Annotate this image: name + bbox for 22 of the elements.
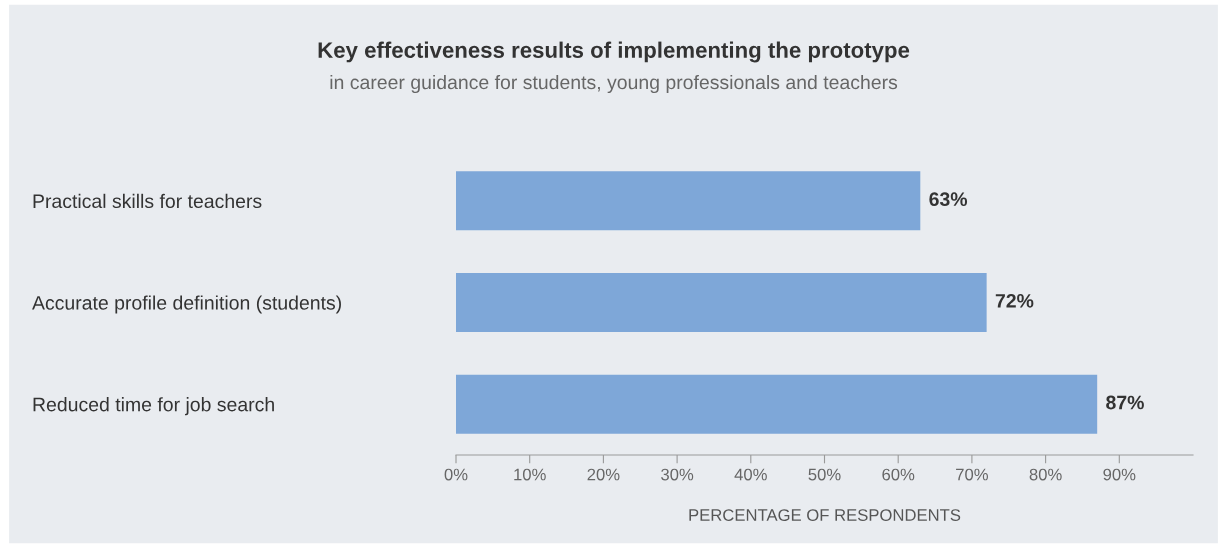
- x-tick-label: 90%: [1103, 468, 1136, 481]
- data-label: 72%: [995, 293, 1034, 308]
- x-tick-label: 40%: [734, 468, 767, 481]
- x-axis-title: PERCENTAGE OF RESPONDENTS: [689, 509, 961, 521]
- x-tick-label: 50%: [808, 468, 841, 481]
- y-tick-label: Practical skills for teachers: [33, 193, 262, 209]
- chart-title: Key effectiveness results of implementing the prototype: [318, 41, 910, 63]
- y-tick-label: Reduced time for job search: [33, 397, 274, 416]
- x-tick-label: 10%: [514, 468, 546, 481]
- x-tick-label: 60%: [882, 468, 915, 481]
- bar: [456, 273, 987, 332]
- x-tick-label: 0%: [444, 468, 468, 481]
- data-label: 63%: [929, 192, 968, 207]
- chart-subtitle: in career guidance for students, young professionals and teachers: [330, 74, 898, 94]
- y-tick-label: Accurate profile definition (students): [32, 295, 341, 314]
- bar: [456, 171, 921, 231]
- data-label: 87%: [1106, 395, 1144, 410]
- bar: [456, 374, 1098, 434]
- x-tick-label: 80%: [1029, 468, 1062, 481]
- x-tick-label: 70%: [956, 468, 988, 481]
- x-tick-label: 20%: [587, 468, 620, 481]
- x-tick-label: 30%: [661, 468, 694, 481]
